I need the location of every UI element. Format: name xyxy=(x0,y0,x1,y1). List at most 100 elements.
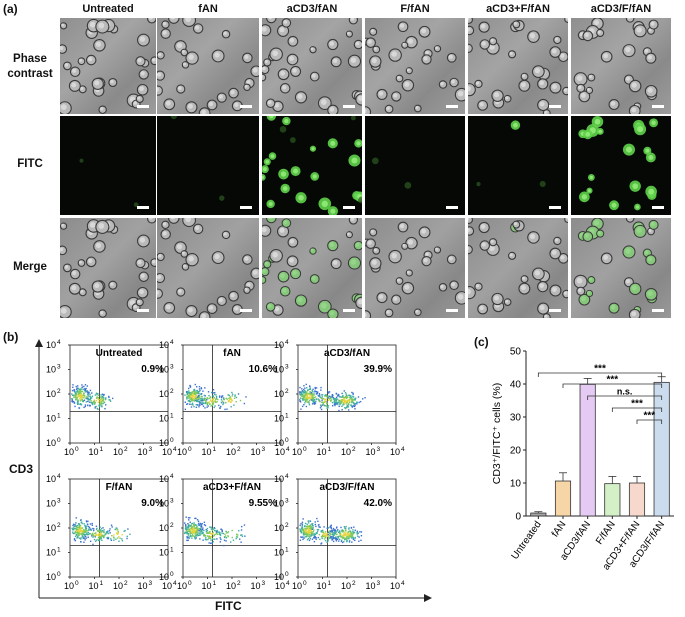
y-tick-exponent: 1 xyxy=(57,413,61,420)
cell-highlight xyxy=(289,56,294,61)
event-dot xyxy=(204,387,206,389)
event-dot xyxy=(196,535,198,537)
event-dot xyxy=(209,403,211,405)
event-dot xyxy=(345,537,348,539)
cell-highlight xyxy=(544,110,548,114)
event-dot xyxy=(356,530,359,533)
event-dot xyxy=(92,543,94,546)
event-dot xyxy=(219,541,222,543)
event-dot xyxy=(190,397,193,399)
cell-highlight xyxy=(580,92,586,98)
event-dot xyxy=(328,531,330,534)
cell-highlight xyxy=(71,82,77,88)
event-dot xyxy=(329,534,331,537)
event-dot xyxy=(343,537,345,539)
event-dot xyxy=(347,531,349,533)
event-dot xyxy=(347,409,350,411)
event-dot xyxy=(311,528,314,530)
event-dot xyxy=(309,387,311,389)
cell-highlight xyxy=(415,106,419,110)
event-dot xyxy=(224,408,226,411)
event-dot xyxy=(99,526,101,528)
cell-highlight xyxy=(397,278,401,282)
event-dot xyxy=(341,395,344,398)
scale-bar xyxy=(549,105,561,108)
fluorescent-core xyxy=(594,118,601,125)
event-dot xyxy=(87,536,89,538)
x-tick-exponent: 0 xyxy=(303,446,307,453)
y-tick-exponent: 3 xyxy=(285,498,289,505)
event-dot xyxy=(300,393,302,396)
event-dot xyxy=(92,529,95,532)
x-tick-label: 10 xyxy=(250,581,260,591)
event-dot xyxy=(307,522,310,524)
x-tick-label: 10 xyxy=(162,581,172,591)
cell-highlight xyxy=(520,82,526,88)
event-dot xyxy=(200,525,203,528)
event-dot xyxy=(100,537,102,540)
event-dot xyxy=(333,534,335,536)
event-dot xyxy=(351,537,353,539)
flow-y-arrow xyxy=(35,339,43,347)
scale-bar xyxy=(240,309,252,312)
cell-highlight xyxy=(421,228,426,234)
event-dot xyxy=(218,396,221,398)
event-dot xyxy=(108,530,111,532)
event-dot xyxy=(326,395,328,397)
event-dot xyxy=(197,527,199,529)
flow-plot-title: F/fAN xyxy=(106,482,133,493)
x-tick-label: 10 xyxy=(226,447,236,457)
fluorescent-cell xyxy=(264,261,271,268)
cell-highlight xyxy=(110,282,114,286)
event-dot xyxy=(344,534,346,536)
event-dot xyxy=(75,385,77,388)
event-dot xyxy=(209,526,211,528)
event-dot xyxy=(209,535,211,538)
event-dot xyxy=(318,395,320,397)
event-dot xyxy=(313,398,316,401)
cell-highlight xyxy=(95,242,102,249)
event-dot xyxy=(187,526,189,529)
event-dot xyxy=(199,404,201,406)
event-dot xyxy=(202,402,205,405)
event-dot xyxy=(326,541,328,544)
cell-highlight xyxy=(262,66,266,71)
event-dot xyxy=(346,540,348,543)
event-dot xyxy=(354,404,356,406)
event-dot xyxy=(187,517,190,519)
event-dot xyxy=(80,388,82,390)
event-dot xyxy=(354,397,357,399)
event-dot xyxy=(307,531,309,533)
cell-highlight xyxy=(365,312,367,318)
event-dot xyxy=(77,403,80,405)
event-dot xyxy=(75,398,78,401)
event-dot xyxy=(225,540,227,542)
event-dot xyxy=(81,532,83,534)
event-dot xyxy=(307,527,309,529)
cell-highlight xyxy=(551,287,557,292)
cell-highlight xyxy=(187,307,193,313)
event-dot xyxy=(240,541,242,543)
cell-highlight xyxy=(480,23,486,29)
event-dot xyxy=(301,521,304,524)
event-dot xyxy=(81,398,83,401)
event-dot xyxy=(79,529,82,531)
event-dot xyxy=(301,397,303,400)
event-dot xyxy=(84,389,87,391)
event-dot xyxy=(302,536,304,538)
event-dot xyxy=(299,386,301,389)
event-dot xyxy=(327,540,329,542)
event-dot xyxy=(189,393,192,396)
scale-bar xyxy=(137,309,149,312)
event-dot xyxy=(99,535,102,538)
event-dot xyxy=(109,528,111,530)
cell-highlight xyxy=(625,46,631,53)
cell-highlight xyxy=(355,41,360,46)
event-dot xyxy=(321,396,324,398)
event-dot xyxy=(218,404,220,407)
cell xyxy=(168,218,180,224)
event-dot xyxy=(104,398,107,400)
event-dot xyxy=(187,539,189,542)
cell-highlight xyxy=(522,276,526,280)
